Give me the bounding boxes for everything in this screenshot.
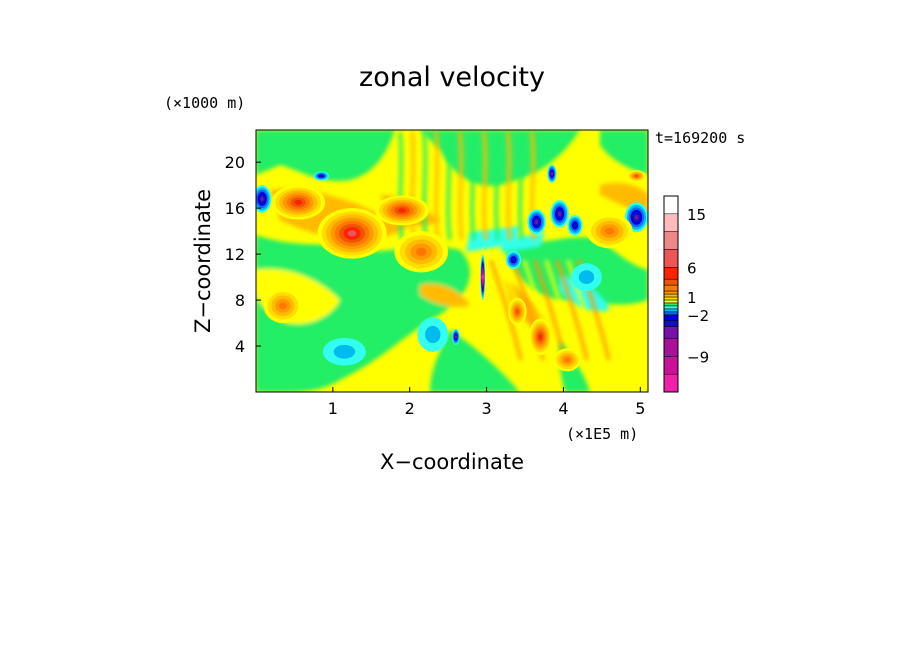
colorbar-label: 6 [687,259,697,277]
colorbar-swatch [663,308,679,313]
colorbar-swatch [663,299,679,304]
contour-band [550,172,554,176]
x-axis-label: X−coordinate [380,450,524,474]
contour-band [398,208,406,213]
colorbar-swatch [663,311,679,316]
contour-band [535,219,539,225]
contour-band [347,230,357,237]
contour-band [515,309,519,314]
plot-frame [255,129,649,393]
contour-band [319,174,323,178]
contour-band [415,247,427,256]
velocity-feature [452,328,460,345]
y-unit-label: (×1000 m) [164,94,245,112]
velocity-feature [553,348,582,372]
colorbar-swatch [663,302,679,307]
colorbar-swatch [663,314,679,321]
contour-band [333,344,356,359]
colorbar-label: 15 [687,206,706,224]
contour-band [260,196,264,202]
contour-band [294,199,303,205]
x-tick-label: 1 [328,399,338,418]
contour-band [425,325,441,344]
colorbar-swatch [663,278,679,286]
colorbar-swatch [663,296,679,301]
x-unit-label: (×1E5 m) [566,425,638,443]
velocity-feature [508,297,527,326]
velocity-feature [528,318,552,356]
velocity-feature [271,185,326,220]
contour-band [564,357,571,363]
velocity-feature [375,195,429,226]
colorbar-swatch [663,326,679,339]
velocity-feature [586,213,633,249]
velocity-feature [322,337,366,366]
contour-band [634,174,639,178]
colorbar-swatch [663,284,679,292]
colorbar-swatch [663,249,679,268]
colorbar-swatch [663,213,679,232]
contour-band [604,227,615,235]
time-label: t=169200 s [655,129,745,147]
contour-band [634,214,639,220]
colorbar-swatch [663,320,679,327]
contour-band [279,302,287,310]
velocity-feature [313,171,330,181]
colorbar-label: 1 [687,289,697,307]
x-tick-label: 2 [405,399,415,418]
velocity-feature [256,185,272,213]
colorbar-swatch [663,373,679,393]
x-tick-label: 4 [558,399,568,418]
velocity-field [256,130,648,392]
contour-band [558,211,562,217]
velocity-feature [571,263,602,291]
velocity-feature [417,317,449,352]
contour-band [538,334,543,340]
velocity-feature [547,164,557,183]
velocity-feature [317,208,387,259]
chart-title: zonal velocity [359,62,545,93]
colorbar-swatch [663,293,679,298]
velocity-feature [505,250,522,270]
velocity-feature [550,200,569,228]
plot-area [255,129,649,393]
colorbar: 15 6 1−2 −9 [663,195,709,393]
colorbar-swatch [663,305,679,310]
contour-band [481,274,485,280]
velocity-feature [527,209,546,235]
contour-band [573,223,577,228]
velocity-feature [624,202,648,233]
y-axis: 4 8 12 16 20 [225,153,261,356]
velocity-feature [480,254,486,301]
contour-band [454,335,458,339]
velocity-features [256,164,648,372]
velocity-feature [567,215,583,236]
y-tick-label: 8 [235,291,245,310]
x-axis: 1 2 3 4 5 [328,387,645,418]
colorbar-swatch [663,290,679,295]
y-axis-label: Z−coordinate [191,189,215,333]
velocity-feature [394,231,449,273]
y-tick-label: 16 [225,199,245,218]
colorbar-swatch [663,267,679,280]
y-tick-label: 20 [225,153,245,172]
y-tick-label: 12 [225,245,245,264]
contour-band [511,258,516,262]
colorbar-swatch [663,338,679,357]
contour-band [578,270,595,284]
velocity-feature [263,288,303,324]
colorbar-label: −9 [687,348,709,366]
x-tick-label: 5 [635,399,645,418]
x-tick-label: 3 [481,399,491,418]
wave-streaks [398,131,611,361]
y-tick-label: 4 [235,337,245,356]
colorbar-frame [663,195,679,393]
velocity-feature [627,170,646,182]
colorbar-label: −2 [687,307,709,325]
colorbar-swatch [663,356,679,375]
colorbar-swatch [663,231,679,250]
